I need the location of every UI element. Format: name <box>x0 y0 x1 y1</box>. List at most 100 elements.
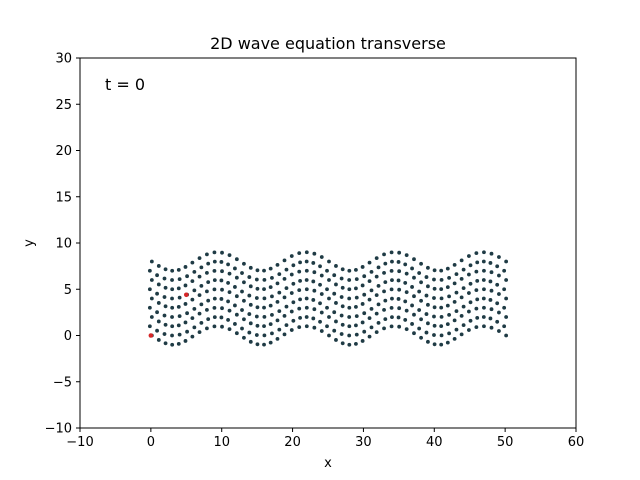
lattice-point <box>163 322 168 327</box>
lattice-point <box>327 315 331 319</box>
lattice-point <box>312 251 317 256</box>
lattice-point <box>291 318 296 323</box>
lattice-point <box>304 305 309 310</box>
lattice-point <box>424 293 429 298</box>
lattice-point <box>403 299 408 304</box>
lattice-point <box>289 254 294 258</box>
lattice-point <box>447 294 451 299</box>
lattice-point <box>369 288 374 293</box>
lattice-point <box>247 275 252 279</box>
lattice-point <box>205 252 209 257</box>
y-axis-label: y <box>22 239 37 247</box>
lattice-point <box>439 342 444 347</box>
lattice-point <box>390 278 394 283</box>
lattice-point <box>190 334 195 339</box>
lattice-point <box>495 282 500 287</box>
lattice-point <box>439 333 444 338</box>
lattice-point <box>304 250 309 255</box>
lattice-point <box>504 259 509 264</box>
lattice-point <box>382 270 386 275</box>
lattice-point <box>367 279 372 284</box>
lattice-point <box>220 306 224 311</box>
lattice-point <box>155 273 159 278</box>
lattice-point <box>467 309 471 314</box>
lattice-point <box>262 277 267 282</box>
lattice-point <box>147 324 152 329</box>
lattice-point <box>197 256 202 260</box>
lattice-point <box>354 314 359 319</box>
lattice-point <box>319 273 324 278</box>
y-axis: −10 −5 0 5 10 15 20 25 30 <box>45 52 80 437</box>
lattice-point <box>432 323 437 328</box>
y-tick-label: 25 <box>55 98 72 113</box>
lattice-point <box>488 279 493 284</box>
lattice-point <box>374 330 379 334</box>
lattice-point <box>412 331 416 336</box>
time-annotation: t = 0 <box>105 75 145 94</box>
lattice-point <box>488 261 493 265</box>
lattice-point <box>454 327 459 332</box>
lattice-point <box>275 337 280 341</box>
lattice-point <box>268 322 273 327</box>
lattice-point <box>426 284 430 289</box>
lattice-point <box>504 315 509 319</box>
lattice-point <box>242 335 246 340</box>
lattice-point <box>412 294 416 299</box>
lattice-point <box>495 264 500 269</box>
y-tick-label: 15 <box>55 190 72 205</box>
lattice-point <box>489 270 494 275</box>
lattice-point <box>489 288 494 293</box>
lattice-point <box>234 275 239 280</box>
lattice-point <box>270 275 274 280</box>
lattice-point <box>282 313 287 318</box>
lattice-point <box>297 288 302 293</box>
lattice-point <box>432 286 437 291</box>
lattice-point <box>170 305 175 310</box>
lattice-point <box>289 291 294 295</box>
lattice-point <box>502 324 507 329</box>
lattice-point <box>183 339 188 343</box>
lattice-point <box>318 282 322 287</box>
lattice-point <box>199 283 204 288</box>
lattice-point <box>170 268 175 273</box>
lattice-point <box>297 306 302 311</box>
lattice-point <box>176 323 181 328</box>
lattice-point <box>206 317 211 322</box>
lattice-point <box>162 332 167 336</box>
lattice-point <box>149 259 154 264</box>
lattice-point <box>219 260 224 264</box>
lattice-point <box>219 315 224 320</box>
lattice-point <box>149 296 154 301</box>
lattice-point <box>183 283 188 288</box>
lattice-point <box>248 302 253 307</box>
lattice-point <box>467 328 471 332</box>
y-tick-label: −10 <box>45 422 72 437</box>
lattice-point <box>268 340 273 345</box>
lattice-point <box>447 275 451 280</box>
lattice-point <box>248 284 253 289</box>
lattice-point <box>452 318 457 323</box>
lattice-point <box>374 256 379 260</box>
lattice-point <box>291 300 296 305</box>
lattice-point <box>347 287 352 292</box>
lattice-point <box>439 314 444 319</box>
lattice-point <box>156 264 161 268</box>
lattice-point <box>155 310 159 315</box>
lattice-point <box>468 281 473 286</box>
lattice-point <box>185 329 189 334</box>
lattice-point <box>233 322 237 326</box>
lattice-point <box>419 298 423 303</box>
lattice-point <box>190 297 195 302</box>
lattice-point <box>354 304 358 309</box>
lattice-point <box>383 280 388 285</box>
lattice-point <box>162 295 167 299</box>
x-tick-label: 40 <box>426 435 443 450</box>
lattice-point <box>297 269 302 274</box>
lattice-point <box>255 305 260 310</box>
lattice-point <box>334 338 338 342</box>
lattice-point <box>424 275 429 279</box>
lattice-point <box>163 285 168 290</box>
lattice-point <box>417 271 422 275</box>
lattice-point <box>312 288 317 293</box>
